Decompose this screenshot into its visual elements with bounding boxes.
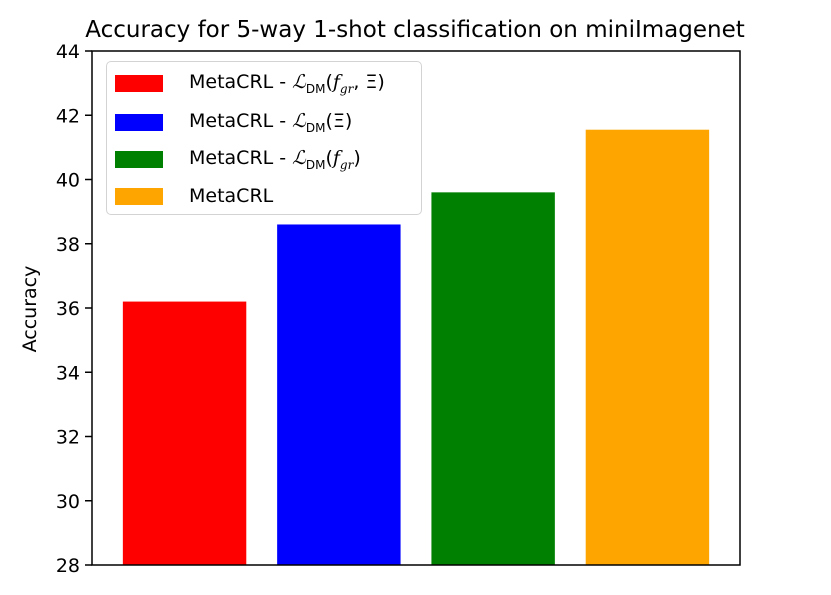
legend: MetaCRL - ℒDM(fgr, Ξ) MetaCRL - ℒDM(Ξ) M… bbox=[106, 61, 422, 215]
y-axis-label: Accuracy bbox=[19, 266, 41, 353]
y-tick-label: 28 bbox=[56, 555, 80, 577]
legend-entry-3: MetaCRL - ℒDM(fgr) bbox=[115, 146, 361, 172]
legend-swatch-orange bbox=[115, 187, 163, 205]
legend-entry-1: MetaCRL - ℒDM(fgr, Ξ) bbox=[115, 70, 385, 96]
legend-label-1: MetaCRL - ℒDM(fgr, Ξ) bbox=[189, 70, 385, 96]
y-tick-label: 36 bbox=[56, 298, 80, 320]
y-tick-label: 32 bbox=[56, 427, 80, 449]
plot-frame bbox=[91, 50, 741, 566]
y-tick-label: 34 bbox=[56, 362, 80, 384]
y-tick-label: 38 bbox=[56, 234, 80, 256]
chart-title: Accuracy for 5-way 1-shot classification… bbox=[85, 17, 745, 43]
legend-label-3: MetaCRL - ℒDM(fgr) bbox=[189, 146, 361, 172]
legend-label-2: MetaCRL - ℒDM(Ξ) bbox=[189, 109, 353, 135]
y-tick-label: 44 bbox=[56, 41, 80, 63]
bar-3 bbox=[431, 192, 555, 565]
bars bbox=[122, 129, 710, 566]
y-tick-label: 42 bbox=[56, 105, 80, 127]
legend-entry-2: MetaCRL - ℒDM(Ξ) bbox=[115, 109, 353, 135]
y-axis-ticks: 28 30 32 34 36 38 40 42 44 bbox=[56, 41, 92, 577]
legend-swatch-blue bbox=[115, 113, 163, 131]
legend-swatch-green bbox=[115, 150, 163, 168]
legend-label-4: MetaCRL bbox=[189, 185, 274, 207]
bar-2 bbox=[277, 224, 401, 565]
bar-1 bbox=[122, 301, 247, 565]
legend-entry-4: MetaCRL bbox=[115, 185, 273, 207]
y-tick-label: 30 bbox=[56, 491, 80, 513]
y-tick-label: 40 bbox=[56, 170, 80, 192]
bar-4 bbox=[585, 129, 710, 566]
legend-swatch-red bbox=[115, 74, 163, 92]
